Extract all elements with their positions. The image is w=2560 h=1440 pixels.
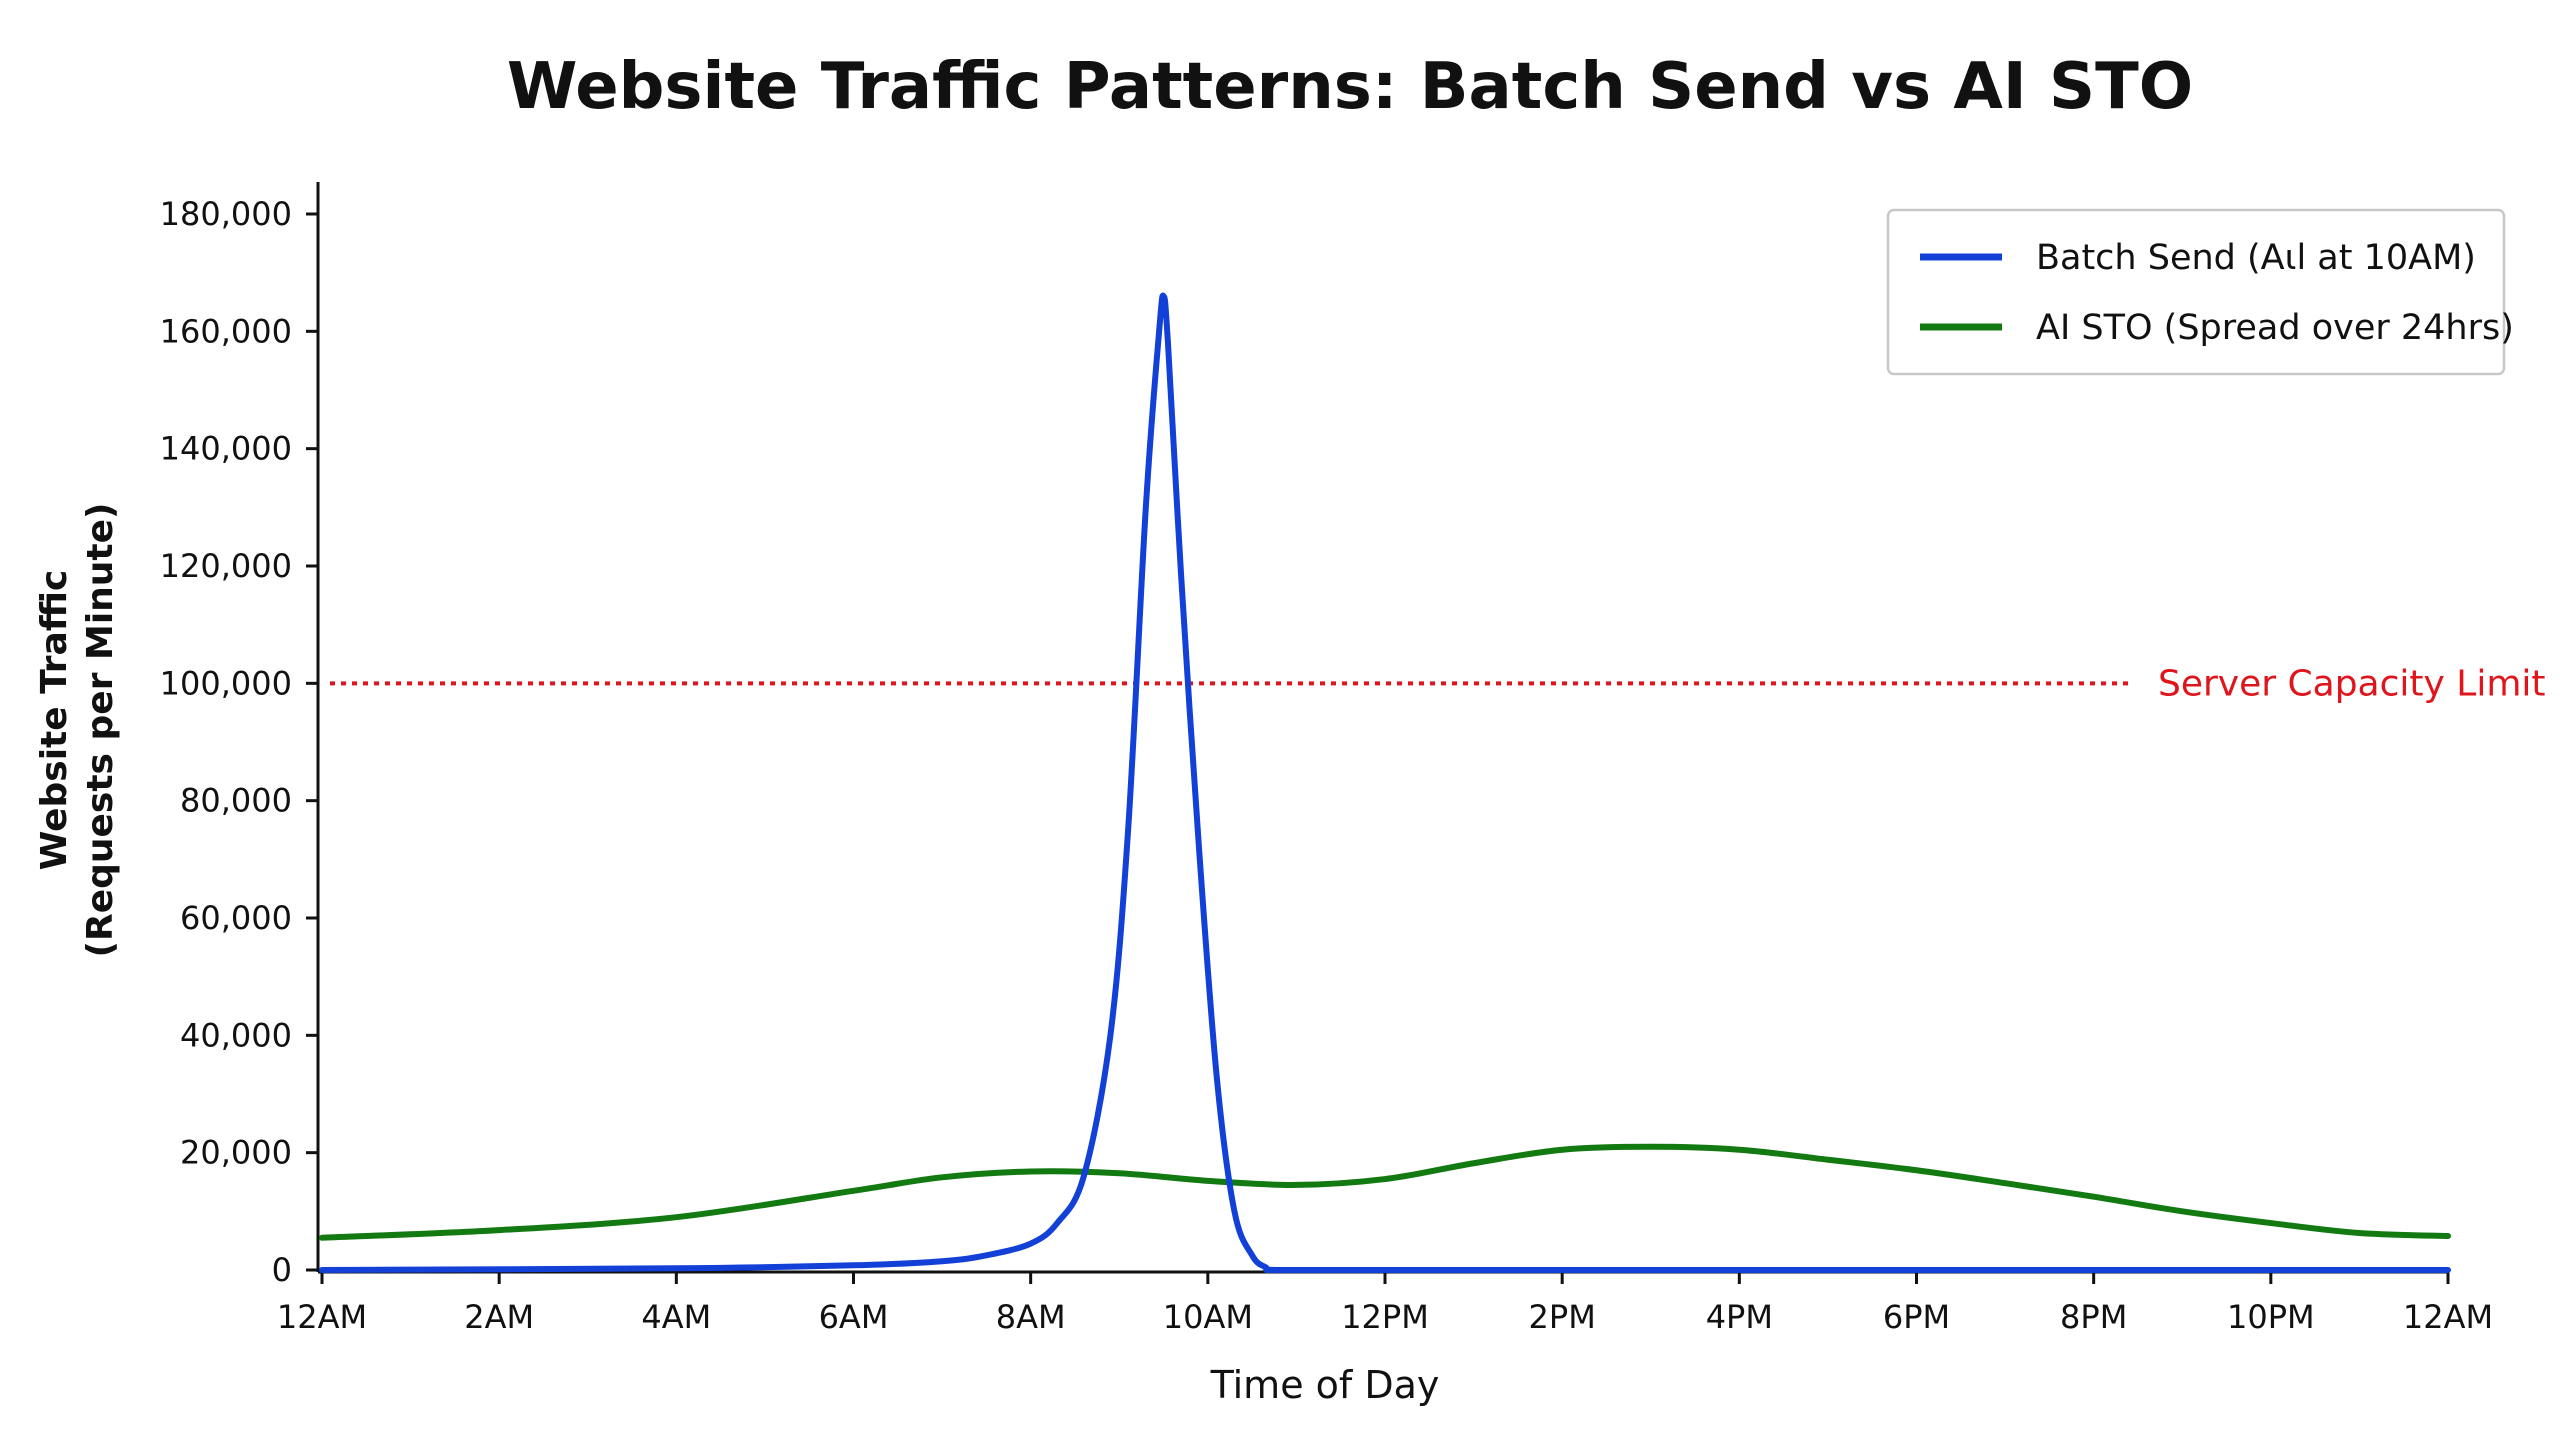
x-tick-label: 12AM [2403,1298,2493,1336]
y-tick-label: 180,000 [160,195,292,233]
x-tick-label: 4AM [641,1298,711,1336]
x-tick-label: 10PM [2227,1298,2315,1336]
x-tick-label: 12AM [277,1298,367,1336]
y-tick-label: 40,000 [180,1016,292,1054]
y-tick-label: 140,000 [160,430,292,468]
x-tick-label: 8PM [2060,1298,2127,1336]
series-line-ai-sto [319,1143,2451,1241]
y-tick-label: 100,000 [160,664,292,702]
legend-label-batch: Batch Send (Aιl at 10AM) [2036,238,2476,278]
legend: Batch Send (Aιl at 10AM) AI STO (Spread … [1886,208,2514,376]
y-tick-label: 60,000 [180,899,292,937]
y-axis-label-line1: Website Traffic [34,570,75,871]
y-tick-label: 0 [272,1251,292,1289]
capacity-limit-label: Server Capacity Limit [2158,663,2546,704]
series-group [319,292,2451,1274]
y-tick-label: 80,000 [180,782,292,820]
capacity-reference: Server Capacity Limit [330,663,2546,704]
legend-box [1886,208,2506,376]
series-line-batch-send [319,292,2451,1274]
legend-label-sto: AI STO (Spread over 24hrs) [2036,308,2514,348]
y-tick-label: 120,000 [160,547,292,585]
y-ticks: 0 20,000 40,000 60,000 80,000 100,000 120,000 1… [160,195,318,1289]
y-tick-label: 20,000 [180,1134,292,1172]
chart-title: Website Traffic Patterns: Batch Send vs … [507,50,2193,124]
x-tick-label: 6AM [819,1298,889,1336]
y-axis-label: Website Traffic (Requests per Minute) [34,503,121,958]
x-tick-label: 6PM [1883,1298,1950,1336]
x-tick-label: 12PM [1341,1298,1429,1336]
x-tick-label: 4PM [1706,1298,1773,1336]
x-tick-label: 2AM [464,1298,534,1336]
x-axis-label: Time of Day [1210,1363,1440,1407]
x-tick-label: 8AM [996,1298,1066,1336]
y-tick-label: 160,000 [160,312,292,350]
y-axis-label-line2: (Requests per Minute) [80,503,121,958]
x-ticks: 12AM 2AM 4AM 6AM 8AM 10AM 12PM 2PM 4PM 6PM 8PM 10PM… [277,1272,2493,1336]
x-tick-label: 2PM [1529,1298,1596,1336]
x-tick-label: 10AM [1163,1298,1253,1336]
